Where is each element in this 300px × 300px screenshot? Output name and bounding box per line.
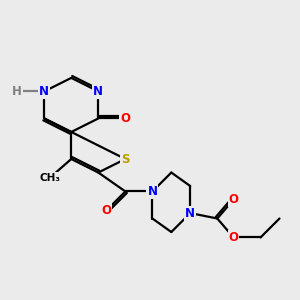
Text: S: S <box>121 152 130 166</box>
Text: O: O <box>101 204 111 217</box>
Text: O: O <box>229 193 238 206</box>
Text: N: N <box>39 85 49 98</box>
Text: H: H <box>12 85 22 98</box>
Text: O: O <box>120 112 130 125</box>
Text: CH₃: CH₃ <box>39 173 60 183</box>
Text: O: O <box>229 231 238 244</box>
Text: N: N <box>147 185 158 198</box>
Text: N: N <box>185 207 195 220</box>
Text: N: N <box>93 85 103 98</box>
